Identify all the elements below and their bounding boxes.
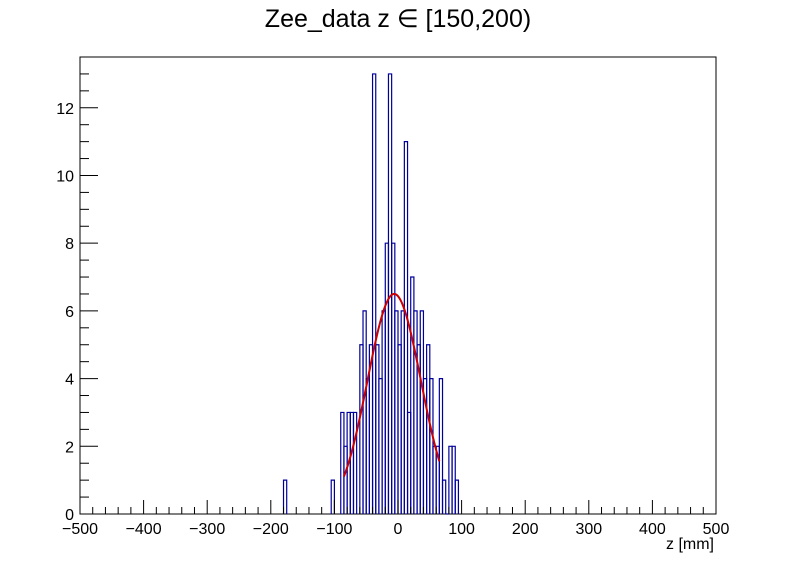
y-tick-label: 8 <box>65 236 74 253</box>
histogram-bin-1 <box>330 479 335 514</box>
y-tick-label: 12 <box>56 101 74 118</box>
histogram-bin-0 <box>282 479 288 514</box>
x-tick-label: −400 <box>126 521 162 538</box>
histogram-bin-6 <box>352 411 358 514</box>
x-tick-label: 200 <box>512 521 539 538</box>
chart-title: Zee_data z ∈ [150,200) <box>264 5 532 33</box>
x-tick-label: 300 <box>575 521 602 538</box>
x-tick-label: −300 <box>189 521 225 538</box>
histogram-bin-37 <box>454 479 460 514</box>
x-tick-label: 500 <box>703 521 730 538</box>
histogram-bin-32 <box>438 377 444 514</box>
x-axis-label: z [mm] <box>666 536 714 553</box>
y-tick-label: 6 <box>65 304 74 321</box>
fit-curve <box>343 292 441 477</box>
x-tick-label: −100 <box>316 521 352 538</box>
x-tick-label: 0 <box>394 521 403 538</box>
y-tick-label: 2 <box>65 439 74 456</box>
histogram-bin-33 <box>441 479 447 514</box>
x-tick-label: −500 <box>62 521 98 538</box>
y-tick-label: 0 <box>65 507 74 524</box>
x-tick-label: −200 <box>253 521 289 538</box>
y-tick-label: 10 <box>56 168 74 185</box>
x-tick-label: 400 <box>639 521 666 538</box>
histogram-bin-21 <box>403 141 409 514</box>
x-tick-label: 100 <box>448 521 475 538</box>
histogram-bin-11 <box>371 73 377 514</box>
y-tick-label: 4 <box>65 372 74 389</box>
